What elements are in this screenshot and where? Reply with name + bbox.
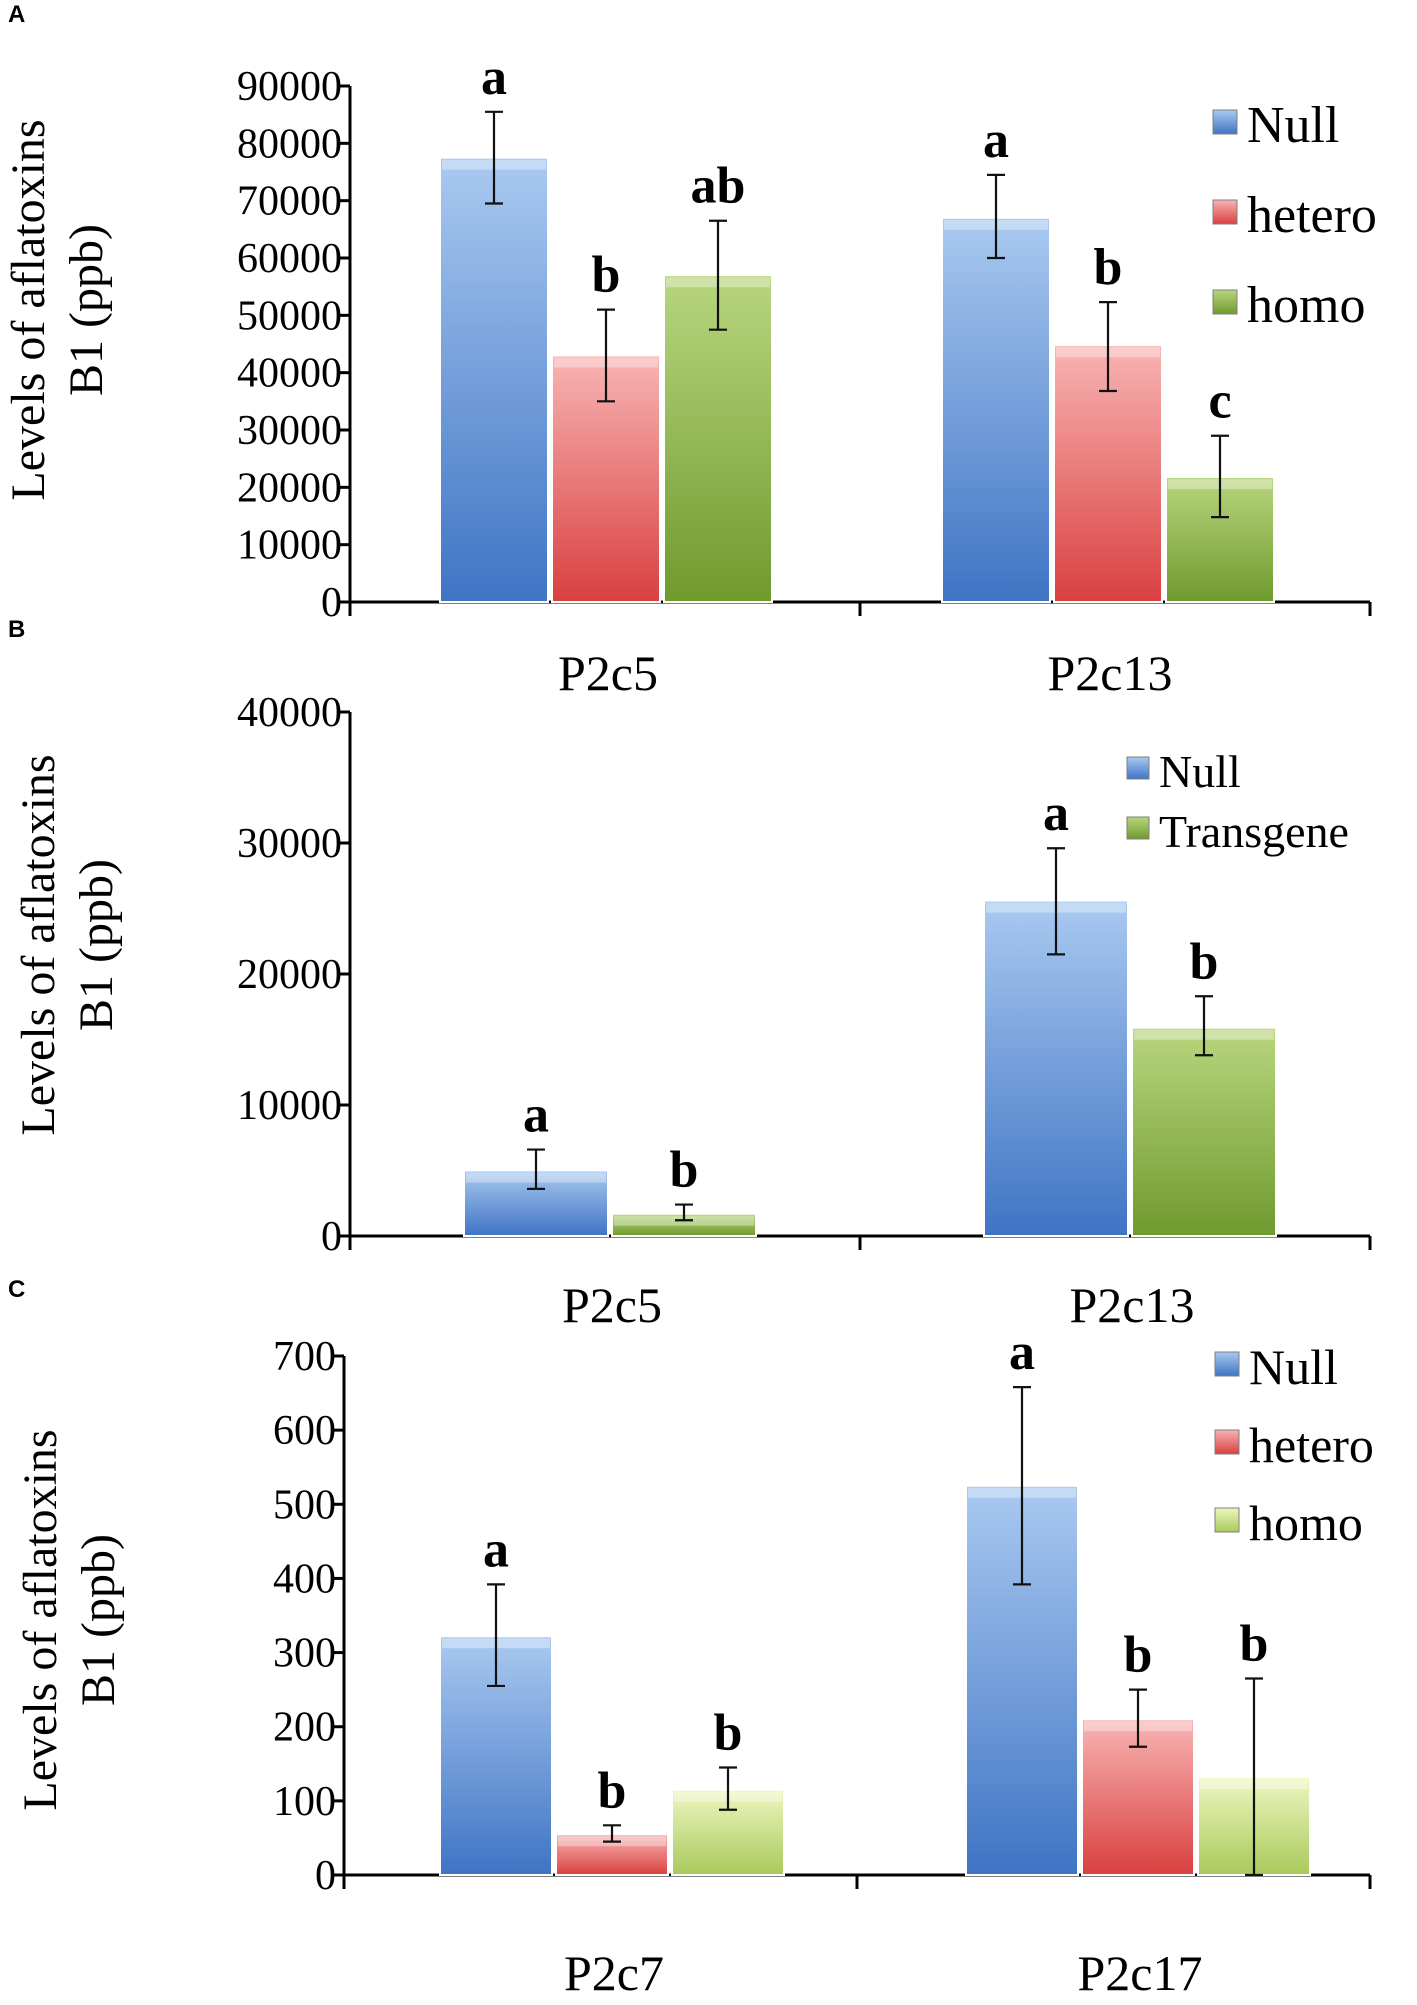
significance-letter: b	[1190, 933, 1219, 990]
legend-label-hetero: hetero	[1247, 187, 1377, 244]
bar-null	[983, 899, 1129, 1237]
y-tick-label: 30000	[237, 821, 342, 867]
y-tick-label: 700	[273, 1334, 336, 1380]
y-tick-label: 100	[273, 1779, 336, 1825]
x-category-label: P2c17	[1078, 1945, 1203, 2000]
y-tick-label: 500	[273, 1482, 336, 1528]
y-tick-label: 200	[273, 1705, 336, 1751]
y-axis-label-line2: B1 (ppb)	[60, 224, 113, 396]
significance-letter: b	[598, 1762, 627, 1819]
y-tick-label: 400	[273, 1556, 336, 1602]
y-tick-label: 600	[273, 1408, 336, 1454]
y-tick-label: 300	[273, 1631, 336, 1677]
legend-label-null: Null	[1247, 97, 1339, 154]
y-tick-label: 0	[321, 580, 342, 626]
y-axis-label-line1: Levels of aflatoxins	[2, 119, 55, 500]
y-tick-label: 90000	[237, 64, 342, 110]
significance-letter: a	[483, 1521, 509, 1578]
panel-label-c: C	[8, 1276, 25, 1303]
legend-label-null: Null	[1249, 1339, 1338, 1395]
panel-c: 0 100 200 300 400 500 600 700 Levels of aflatoxi…	[14, 1324, 1374, 2001]
significance-letter: a	[481, 49, 507, 106]
panel-a: 0 10000 20000 30000 40000 50000 60000 70000 8000…	[2, 49, 1377, 701]
panel-b: 0 10000 20000 30000 40000 Levels of aflatoxin…	[12, 690, 1372, 1333]
significance-letter: a	[1009, 1324, 1035, 1381]
legend-swatch-homo	[1212, 289, 1238, 315]
y-tick-label: 10000	[237, 523, 342, 569]
y-axis-label-line2: B1 (ppb)	[70, 859, 123, 1031]
panel-label-a: A	[8, 1, 25, 28]
y-tick-label: 0	[321, 1214, 342, 1260]
significance-letter: a	[523, 1087, 549, 1144]
bar-null	[439, 156, 549, 604]
significance-letter: b	[592, 247, 621, 304]
significance-letter: b	[1240, 1616, 1269, 1673]
y-axis-label-line1: Levels of aflatoxins	[14, 1429, 67, 1810]
legend-swatch-hetero	[1214, 1429, 1240, 1455]
significance-letter: b	[714, 1704, 743, 1761]
legend-label-null: Null	[1159, 746, 1241, 797]
y-tick-label: 50000	[237, 293, 342, 339]
legend-swatch-null	[1126, 756, 1150, 780]
x-category-label: P2c13	[1070, 1277, 1195, 1333]
legend-swatch-transgene	[1126, 816, 1150, 840]
significance-letter: a	[1043, 785, 1069, 842]
panel-label-b: B	[8, 616, 25, 643]
legend-label-hetero: hetero	[1249, 1417, 1374, 1473]
y-tick-label: 80000	[237, 121, 342, 167]
bar-null	[941, 216, 1051, 603]
significance-letter: c	[1208, 373, 1231, 430]
legend-swatch-hetero	[1212, 199, 1238, 225]
y-tick-label: 40000	[237, 690, 342, 736]
legend-label-transgene: Transgene	[1159, 806, 1349, 857]
legend-swatch-homo	[1214, 1507, 1240, 1533]
x-category-label: P2c5	[562, 1277, 662, 1333]
significance-letter: b	[670, 1142, 699, 1199]
significance-letter: b	[1094, 239, 1123, 296]
y-axis-label-line2: B1 (ppb)	[72, 1534, 125, 1706]
x-category-label: P2c7	[564, 1945, 664, 2000]
legend-swatch-null	[1214, 1351, 1240, 1377]
y-tick-label: 30000	[237, 408, 342, 454]
y-tick-label: 60000	[237, 236, 342, 282]
significance-letter: b	[1124, 1627, 1153, 1684]
y-tick-label: 0	[315, 1853, 336, 1899]
x-category-label: P2c5	[558, 645, 658, 701]
y-tick-label: 20000	[237, 465, 342, 511]
bar-transgene	[1131, 1026, 1277, 1237]
significance-letter: a	[983, 112, 1009, 169]
legend-swatch-null	[1212, 109, 1238, 135]
legend-label-homo: homo	[1249, 1495, 1363, 1551]
y-tick-label: 20000	[237, 952, 342, 998]
significance-letter: ab	[691, 158, 746, 215]
x-category-label: P2c13	[1048, 645, 1173, 701]
y-axis-label-line1: Levels of aflatoxins	[12, 754, 65, 1135]
y-tick-label: 10000	[237, 1083, 342, 1129]
y-tick-label: 70000	[237, 179, 342, 225]
legend-label-homo: homo	[1247, 277, 1365, 334]
y-tick-label: 40000	[237, 351, 342, 397]
